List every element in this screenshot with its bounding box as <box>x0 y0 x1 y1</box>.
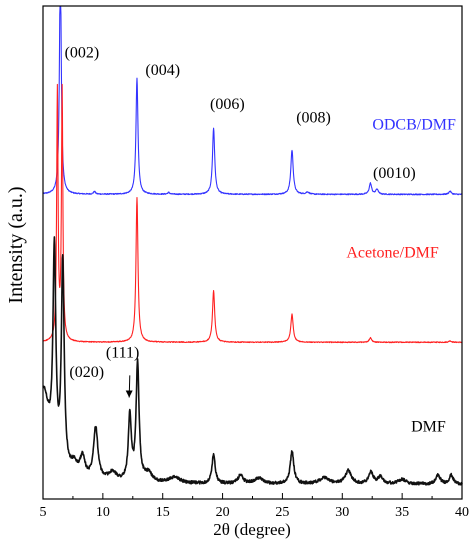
x-tick-label: 25 <box>275 505 289 520</box>
x-axis-label: 2θ (degree) <box>213 520 291 539</box>
annotation-label: Acetone/DMF <box>346 245 439 262</box>
x-tick-label: 20 <box>216 505 230 520</box>
x-tick-label: 10 <box>96 505 110 520</box>
annotation-layer: (002) (004) (006) (008) (0010) ODCB/DMF Aceton… <box>65 45 456 436</box>
annotation-label: (020) <box>69 364 104 381</box>
x-tick-label: 30 <box>335 505 349 520</box>
annotation-label: (0010) <box>373 165 416 182</box>
x-axis-ticks: 5 10 15 20 25 30 35 40 <box>40 493 469 520</box>
series-line-acetone-dmf <box>42 83 463 344</box>
annotation-label: (004) <box>145 62 180 79</box>
series-line-dmf <box>42 236 463 486</box>
x-tick-label: 5 <box>40 505 47 520</box>
annotation-label: (111) <box>106 345 139 362</box>
annotation-label: (008) <box>296 109 331 126</box>
annotation-label: (006) <box>210 96 245 113</box>
annotation-label: ODCB/DMF <box>372 117 456 134</box>
x-tick-label: 40 <box>455 505 469 520</box>
plot-frame <box>42 5 463 500</box>
annotation-arrow-head <box>125 390 133 398</box>
annotation-label: (002) <box>65 45 100 62</box>
x-tick-label: 35 <box>395 505 409 520</box>
y-axis-label: Intensity (a.u.) <box>5 186 27 303</box>
series-layer <box>42 5 463 486</box>
series-line-odcb-dmf <box>42 5 463 196</box>
annotation-label: DMF <box>411 418 446 435</box>
x-tick-label: 15 <box>156 505 170 520</box>
